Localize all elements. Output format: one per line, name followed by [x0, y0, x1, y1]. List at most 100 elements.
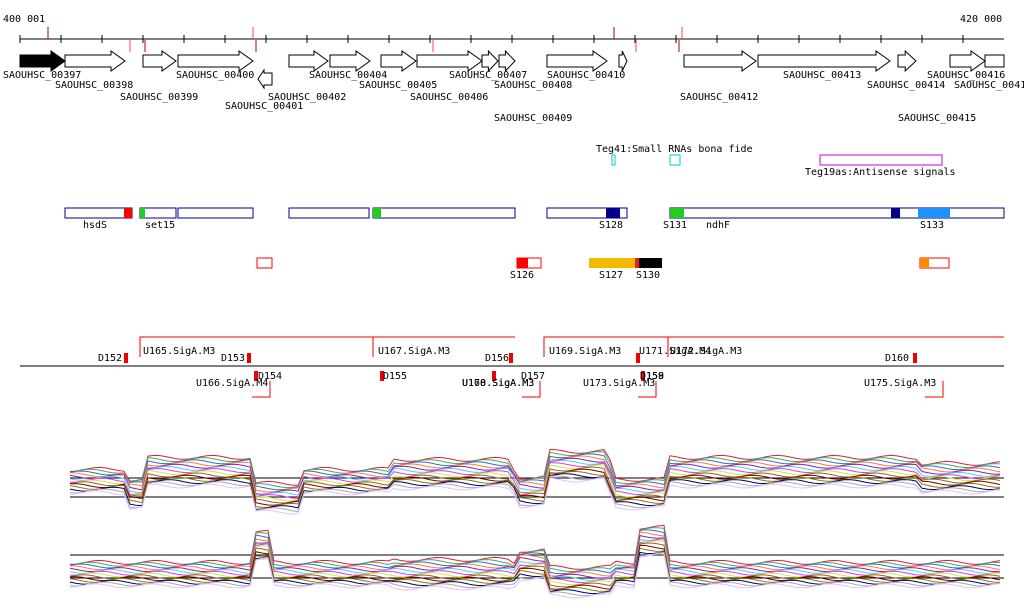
segment-box: [546, 207, 628, 219]
gene-arrow: [257, 68, 273, 90]
promoter-label: D157: [521, 371, 545, 382]
expression-trace: [69, 464, 1000, 502]
segment-label: S127: [599, 270, 623, 281]
expression-trace: [69, 473, 1001, 511]
gene-arrow: [949, 50, 986, 72]
expression-trace: [69, 553, 1001, 599]
expression-trace: [69, 470, 1001, 508]
expression-trace: [69, 459, 1001, 497]
promoter-mark: [492, 371, 496, 381]
gene-arrow: [380, 50, 417, 72]
gene-arrow: [546, 50, 608, 72]
promoter-label: D155: [383, 371, 407, 382]
promoter-mark: [913, 353, 917, 363]
promoter-mark: [247, 353, 251, 363]
segment-box: [635, 258, 639, 268]
segment-box: [669, 207, 1005, 219]
promoter-bracket: [638, 381, 657, 398]
promoter-bracket: [522, 381, 541, 398]
promoter-label: D159: [640, 371, 664, 382]
promoter-bracket: [252, 381, 271, 398]
gene-label: SAOUHSC_00399: [120, 92, 198, 103]
gene-label: SAOUHSC_00414: [867, 80, 945, 91]
promoter-label: U165.SigA.M3: [143, 346, 215, 357]
promoter-label: D152: [98, 353, 122, 364]
segment-box: [139, 207, 177, 219]
segment-box: [918, 208, 950, 218]
promoter-label: U167.SigA.M3: [378, 346, 450, 357]
promoter-label: D158: [640, 371, 664, 382]
gene-arrow: [19, 50, 66, 72]
segment-box: [891, 208, 900, 218]
tracks: [20, 38, 1005, 579]
expression-trace: [69, 551, 1001, 597]
segment-box: [670, 208, 684, 218]
gene-arrow: [177, 50, 254, 72]
gene-label: SAOUHSC_00401: [225, 101, 303, 112]
expression-trace: [69, 477, 1001, 515]
expression-trace: [69, 457, 1001, 495]
gene-label: SAOUHSC_00410: [547, 70, 625, 81]
segment-box: [140, 208, 145, 218]
promoter-bracket: [372, 336, 515, 357]
segment-label: ndhF: [706, 220, 730, 231]
gene-label: SAOUHSC_00398: [55, 80, 133, 91]
promoter-mark: [636, 353, 640, 363]
segment-box: [372, 207, 516, 219]
ruler-start: 400 001: [3, 14, 45, 25]
segment-label: S130: [636, 270, 660, 281]
gene-label: SAOUHSC_00417: [954, 80, 1024, 91]
promoter-label: D160: [885, 353, 909, 364]
gene-label: SAOUHSC_00402: [268, 92, 346, 103]
expression-trace: [69, 466, 1001, 504]
gene-label: SAOUHSC_00406: [410, 92, 488, 103]
gene-arrow: [897, 49, 917, 73]
segment-label: S131: [663, 220, 687, 231]
annotation-label: Teg41:Small RNAs bona fide: [596, 144, 753, 155]
annotation-box: [611, 154, 616, 166]
segment-label: S128: [599, 220, 623, 231]
gene-label: SAOUHSC_00409: [494, 113, 572, 124]
segment-label: set15: [145, 220, 175, 231]
gene-box: [984, 54, 1005, 68]
annotation-box: [669, 154, 681, 166]
gene-arrow: [142, 50, 177, 72]
gene-label: SAOUHSC_00404: [309, 70, 387, 81]
promoter-label: U169.SigA.M3: [549, 346, 621, 357]
promoter-mark: [124, 353, 128, 363]
expression-trace: [69, 453, 1001, 491]
promoter-mark: [380, 371, 384, 381]
expression-trace: [69, 535, 1001, 579]
promoter-mark: [509, 353, 513, 363]
promoter-label: U171.SigA.M4: [639, 346, 711, 357]
promoter-label: D153: [221, 353, 245, 364]
promoter-label: D156: [485, 353, 509, 364]
segment-box: [639, 258, 662, 268]
segment-box: [373, 208, 381, 218]
gene-arrow: [618, 50, 628, 72]
promoter-label: U170.SigA.M3: [462, 378, 534, 389]
promoter-mark: [641, 371, 645, 381]
gene-arrow: [329, 50, 371, 72]
gene-arrow: [498, 49, 516, 73]
segment-label: S133: [920, 220, 944, 231]
expression-trace: [69, 527, 1001, 572]
promoter-label: U166.SigA.M4: [196, 378, 268, 389]
promoter-label: D154: [258, 371, 282, 382]
gene-label: SAOUHSC_00408: [494, 80, 572, 91]
promoter-bracket: [925, 381, 944, 398]
segment-label: hsdS: [83, 220, 107, 231]
promoter-label: U175.SigA.M3: [864, 378, 936, 389]
promoter-mark: [254, 371, 258, 381]
gene-label: SAOUHSC_00405: [359, 80, 437, 91]
expression-trace: [69, 551, 1001, 595]
segment-label: S126: [510, 270, 534, 281]
gene-label: SAOUHSC_00416: [927, 70, 1005, 81]
gene-arrow: [64, 50, 126, 72]
gene-arrow: [757, 50, 891, 72]
promoter-label: U168.SigA.M3: [462, 378, 534, 389]
gene-label: SAOUHSC_00413: [783, 70, 861, 81]
segment-box: [517, 258, 528, 268]
segment-box: [256, 257, 273, 269]
segment-box: [920, 258, 929, 268]
